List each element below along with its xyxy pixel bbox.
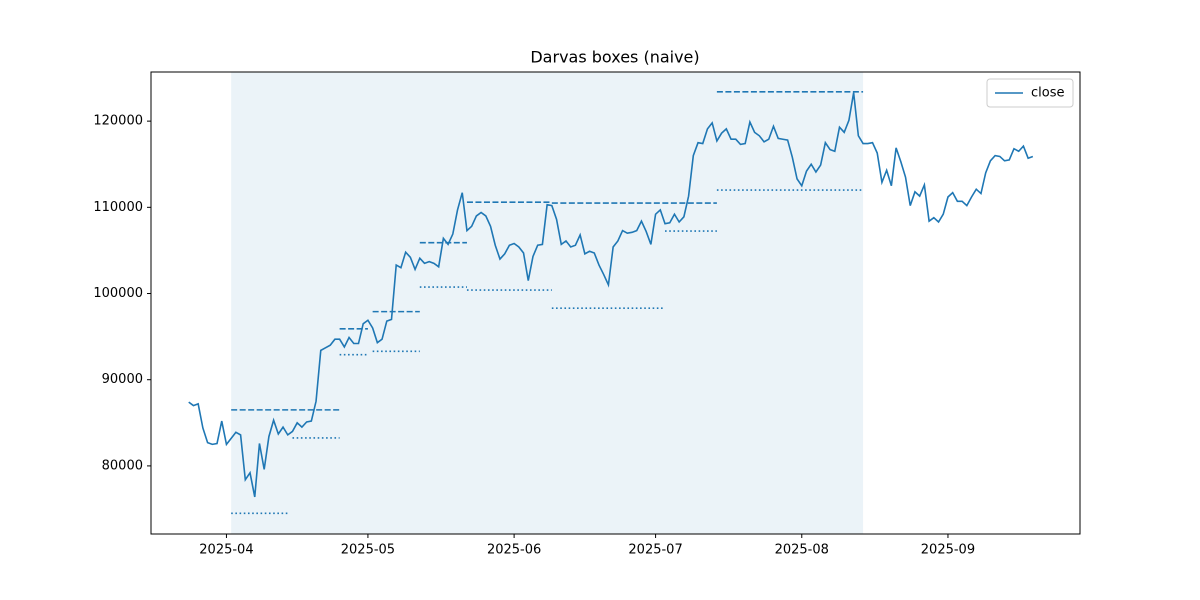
legend-box — [986, 78, 1074, 108]
y-tick-label: 80000 — [102, 458, 143, 473]
price-line — [188, 92, 1034, 498]
y-tick-label: 110000 — [93, 200, 143, 215]
plot-frame — [150, 71, 1081, 535]
box-region — [231, 72, 864, 534]
x-tick-label: 2025-07 — [628, 543, 682, 558]
y-tick-label: 120000 — [93, 114, 143, 129]
x-tick-label: 2025-08 — [775, 543, 829, 558]
y-tick-label: 90000 — [102, 372, 143, 387]
y-tick-label: 100000 — [93, 286, 143, 301]
x-tick-label: 2025-06 — [487, 543, 541, 558]
chart-title: Darvas boxes (naive) — [530, 48, 699, 67]
legend-label: close — [1031, 86, 1064, 101]
x-tick-label: 2025-05 — [341, 543, 395, 558]
x-tick-label: 2025-04 — [199, 543, 253, 558]
x-tick-label: 2025-09 — [921, 543, 975, 558]
